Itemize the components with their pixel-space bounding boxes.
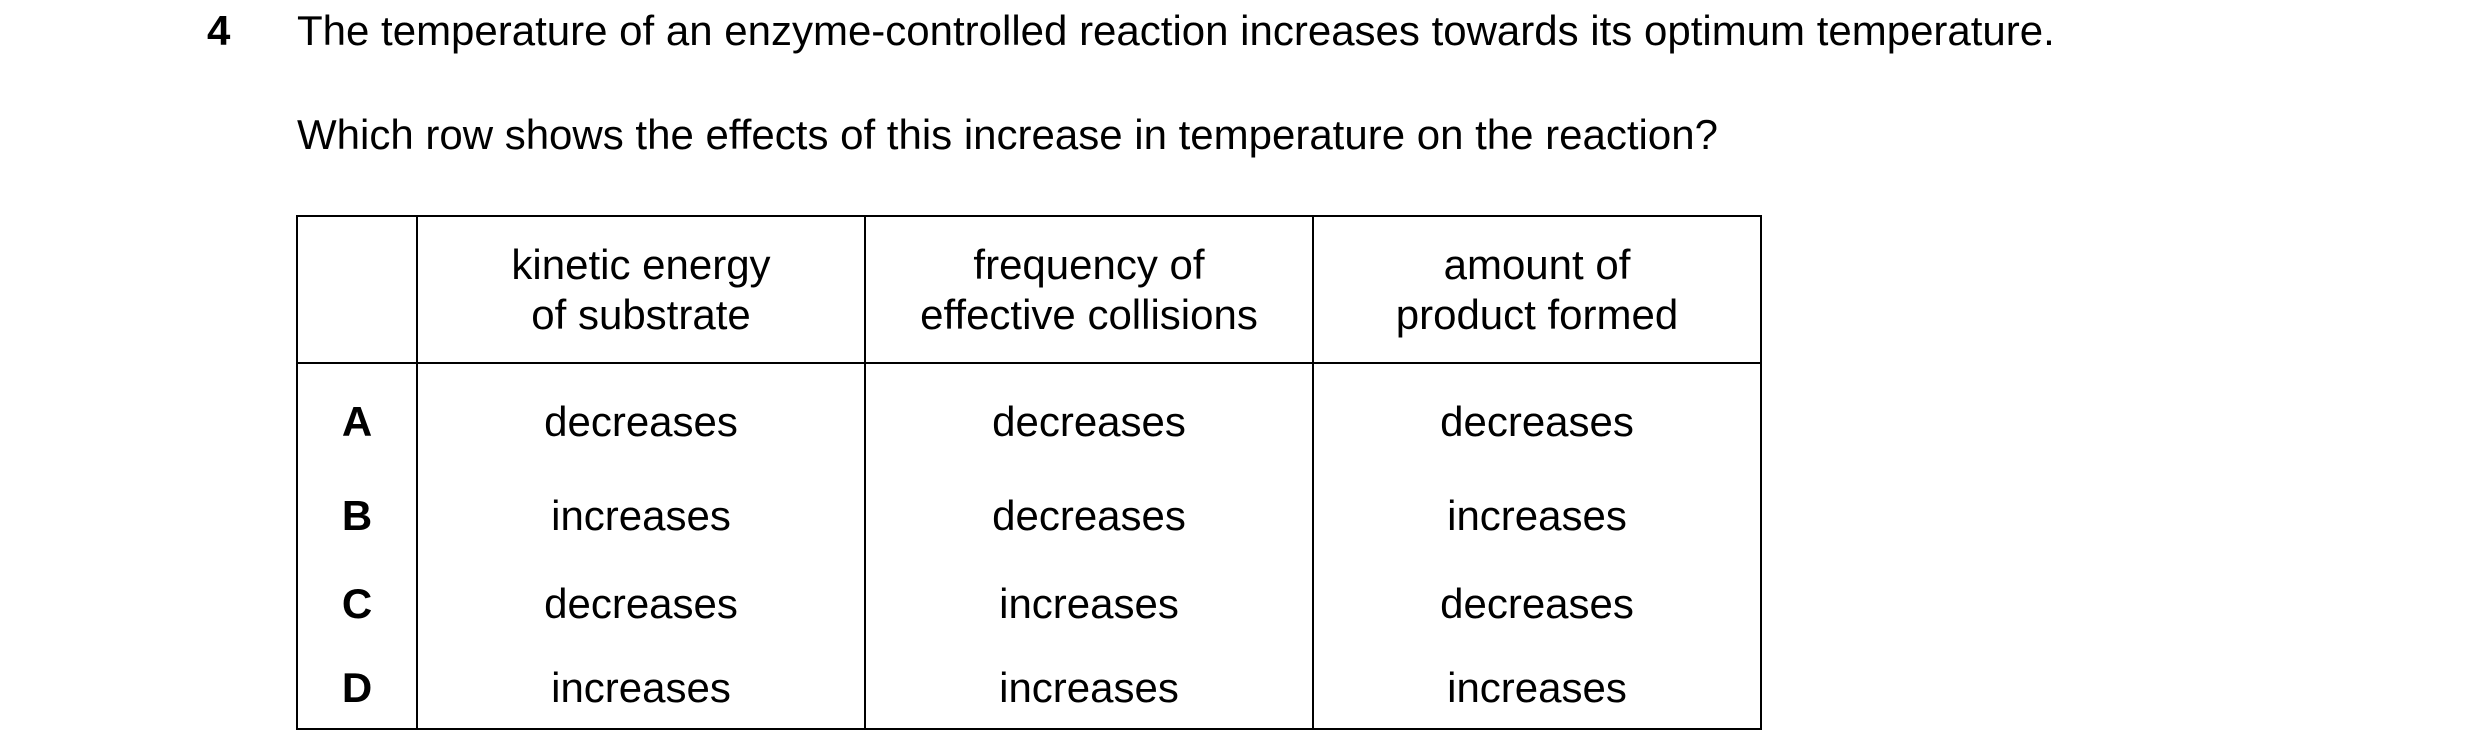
question-number: 4 [207,7,231,54]
table-cell: decreases [864,363,1314,472]
table-cell: decreases [1312,363,1762,472]
table-cell: decreases [416,560,866,648]
header-line: of substrate [531,290,751,338]
table-cell: increases [1312,648,1762,730]
table-cell: increases [864,648,1314,730]
table-cell: increases [416,648,866,730]
table-cell: decreases [864,472,1314,560]
header-kinetic-energy: kinetic energy of substrate [416,215,866,364]
table-row-b: B increases decreases increases [296,472,1762,560]
option-letter: B [296,472,418,560]
table-cell: increases [1312,472,1762,560]
table-cell: decreases [1312,560,1762,648]
question-stem: The temperature of an enzyme-controlled … [297,7,2055,54]
header-cell-blank [296,215,418,364]
option-letter: A [296,363,418,472]
header-collision-frequency: frequency of effective collisions [864,215,1314,364]
table-cell: decreases [416,363,866,472]
header-product-amount: amount of product formed [1312,215,1762,364]
options-table: kinetic energy of substrate frequency of… [296,215,1762,730]
table-header-row: kinetic energy of substrate frequency of… [296,215,1762,364]
table-row-a: A decreases decreases decreases [296,363,1762,472]
header-line: effective collisions [920,290,1258,338]
option-letter: C [296,560,418,648]
header-line: kinetic energy [511,240,771,288]
header-line: product formed [1395,290,1679,338]
table-cell: increases [864,560,1314,648]
option-letter: D [296,648,418,730]
question-prompt: Which row shows the effects of this incr… [297,111,1718,158]
header-line: amount of [1443,240,1631,288]
table-cell: increases [416,472,866,560]
table-row-c: C decreases increases decreases [296,560,1762,648]
header-line: frequency of [973,240,1205,288]
table-row-d: D increases increases increases [296,648,1762,730]
